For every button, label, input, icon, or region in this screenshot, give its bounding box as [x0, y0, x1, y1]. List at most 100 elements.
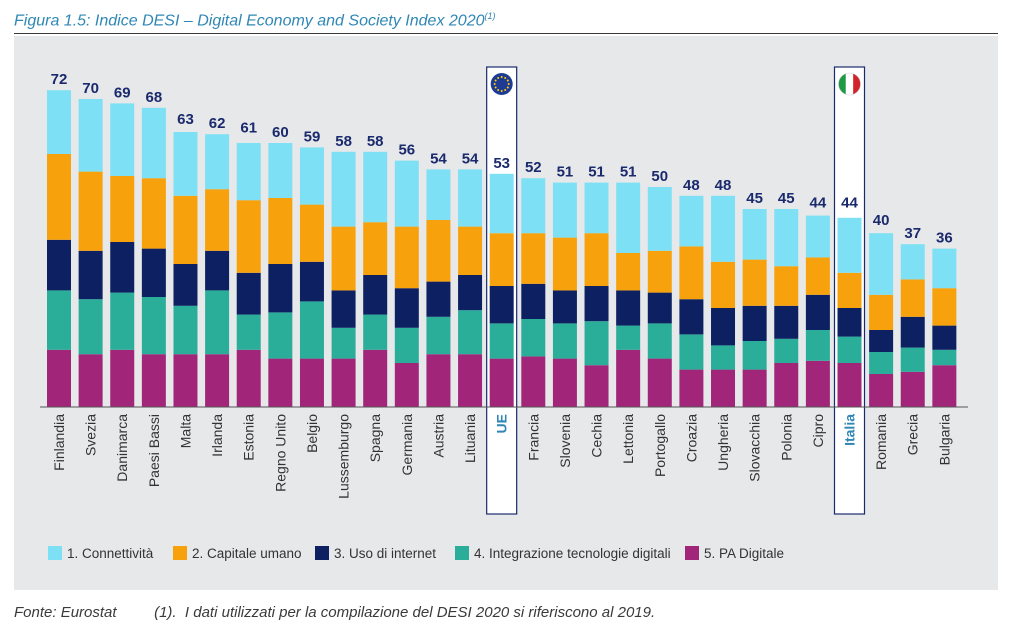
legend-label: 5. PA Digitale: [704, 546, 784, 561]
bar-segment-ue-2-capitale-umano: [489, 233, 514, 286]
eu-flag-star: [506, 79, 509, 82]
bar-segment-svezia-3-uso-di-internet: [78, 250, 103, 300]
bar-segment-italia-3-uso-di-internet: [837, 308, 862, 337]
category-label-regno-unito: Regno Unito: [272, 414, 288, 492]
bar-segment-ungheria-3-uso-di-internet: [711, 308, 736, 346]
bar-segment-slovacchia-5-pa-digitale: [742, 369, 767, 407]
bar-segment-estonia-5-pa-digitale: [236, 349, 261, 407]
category-label-austria: Austria: [430, 414, 446, 458]
bar-segment-lituania-4-integrazione-tecnologie-digitali: [458, 310, 483, 355]
category-label-slovenia: Slovenia: [557, 414, 573, 468]
bar-segment-francia-5-pa-digitale: [521, 356, 546, 407]
bar-segment-finlandia-1-connettivit: [47, 90, 71, 154]
bar-segment-lettonia-1-connettivit: [616, 182, 641, 253]
title-rule: [14, 33, 998, 34]
bar-segment-paesi-bassi-1-connettivit: [141, 107, 166, 179]
bar-segment-regno-unito-2-capitale-umano: [268, 198, 293, 264]
bar-segment-svezia-4-integrazione-tecnologie-digitali: [78, 299, 103, 355]
total-label-lussemburgo: 58: [335, 133, 352, 150]
bar-segment-bulgaria-2-capitale-umano: [932, 288, 957, 326]
bar-segment-svezia-2-capitale-umano: [78, 171, 103, 251]
bar-segment-germania-3-uso-di-internet: [394, 288, 419, 328]
bar-segment-austria-5-pa-digitale: [426, 354, 451, 407]
bar-segment-grecia-1-connettivit: [900, 244, 925, 280]
bar-segment-slovenia-5-pa-digitale: [552, 358, 577, 407]
eu-flag-star: [494, 86, 497, 89]
bar-segment-ungheria-4-integrazione-tecnologie-digitali: [711, 345, 736, 370]
total-label-lettonia: 51: [620, 164, 637, 181]
bar-segment-belgio-1-connettivit: [299, 147, 324, 205]
eu-flag-star: [500, 76, 503, 78]
category-label-grecia: Grecia: [905, 414, 921, 455]
bar-segment-ue-4-integrazione-tecnologie-digitali: [489, 323, 514, 359]
bar-segment-croazia-5-pa-digitale: [679, 369, 704, 407]
total-label-italia: 44: [841, 194, 858, 211]
bar-segment-germania-2-capitale-umano: [394, 226, 419, 289]
bar-segment-slovenia-3-uso-di-internet: [552, 290, 577, 324]
total-label-ungheria: 48: [715, 177, 732, 194]
bar-segment-spagna-4-integrazione-tecnologie-digitali: [363, 314, 388, 350]
bar-segment-slovacchia-1-connettivit: [742, 209, 767, 260]
total-label-croazia: 48: [683, 177, 700, 194]
bar-segment-cipro-2-capitale-umano: [805, 257, 830, 295]
bar-segment-italia-1-connettivit: [837, 217, 862, 273]
figure-title: Figura 1.5: Indice DESI – Digital Econom…: [14, 11, 495, 30]
bar-segment-ue-1-connettivit: [489, 173, 514, 234]
bar-segment-danimarca-2-capitale-umano: [110, 176, 135, 242]
bar-segment-belgio-2-capitale-umano: [299, 204, 324, 262]
bar-segment-portogallo-2-capitale-umano: [647, 250, 672, 293]
bar-segment-belgio-3-uso-di-internet: [299, 261, 324, 302]
total-label-danimarca: 69: [114, 84, 131, 101]
category-label-lituania: Lituania: [462, 414, 478, 463]
bar-segment-lettonia-2-capitale-umano: [616, 253, 641, 291]
legend-swatch: [455, 546, 469, 560]
bar-segment-croazia-2-capitale-umano: [679, 246, 704, 300]
bar-segment-lussemburgo-4-integrazione-tecnologie-digitali: [331, 327, 356, 359]
category-label-germania: Germania: [399, 414, 415, 476]
category-label-lussemburgo: Lussemburgo: [336, 414, 352, 499]
eu-flag-icon: [490, 73, 513, 95]
bar-segment-lituania-3-uso-di-internet: [458, 275, 483, 311]
total-label-francia: 52: [525, 159, 542, 176]
italy-flag-green: [838, 73, 846, 95]
bar-segment-estonia-3-uso-di-internet: [236, 272, 261, 315]
source-label: Fonte: Eurostat: [14, 604, 117, 621]
category-label-francia: Francia: [525, 414, 541, 461]
category-label-lettonia: Lettonia: [620, 414, 636, 464]
bar-segment-lituania-2-capitale-umano: [458, 226, 483, 275]
bar-segment-croazia-4-integrazione-tecnologie-digitali: [679, 334, 704, 370]
bar-segment-ungheria-5-pa-digitale: [711, 369, 736, 407]
legend-swatch: [685, 546, 699, 560]
bar-segment-portogallo-3-uso-di-internet: [647, 292, 672, 324]
bar-segment-irlanda-5-pa-digitale: [205, 354, 230, 407]
bar-segment-austria-4-integrazione-tecnologie-digitali: [426, 316, 451, 355]
bar-segment-ue-3-uso-di-internet: [489, 286, 514, 324]
bar-segment-croazia-1-connettivit: [679, 195, 704, 247]
bar-segment-ue-5-pa-digitale: [489, 358, 514, 407]
bar-segment-polonia-4-integrazione-tecnologie-digitali: [774, 338, 799, 363]
bar-segment-regno-unito-3-uso-di-internet: [268, 264, 293, 313]
total-label-lituania: 54: [462, 150, 479, 167]
bar-segment-cipro-4-integrazione-tecnologie-digitali: [805, 330, 830, 361]
bar-segment-paesi-bassi-3-uso-di-internet: [141, 248, 166, 297]
bar-segment-irlanda-3-uso-di-internet: [205, 250, 230, 291]
total-label-polonia: 45: [778, 190, 795, 207]
bar-segment-lettonia-3-uso-di-internet: [616, 290, 641, 326]
bar-segment-danimarca-5-pa-digitale: [110, 349, 135, 407]
bar-segment-grecia-5-pa-digitale: [900, 371, 925, 407]
italy-flag-white: [845, 73, 854, 95]
bar-segment-francia-4-integrazione-tecnologie-digitali: [521, 319, 546, 357]
bar-segment-germania-5-pa-digitale: [394, 363, 419, 407]
bar-segment-slovacchia-2-capitale-umano: [742, 259, 767, 306]
total-label-belgio: 59: [304, 128, 321, 145]
legend-item-4-integrazione-tecnologie-digitali: 4. Integrazione tecnologie digitali: [455, 546, 671, 561]
legend-label: 4. Integrazione tecnologie digitali: [474, 546, 671, 561]
eu-flag-disc: [490, 73, 513, 95]
bar-segment-grecia-3-uso-di-internet: [900, 316, 925, 348]
source-note: (1). I dati utilizzati per la compilazio…: [154, 604, 656, 621]
total-label-ue: 53: [493, 155, 510, 172]
bar-segment-austria-1-connettivit: [426, 169, 451, 220]
bar-segment-danimarca-3-uso-di-internet: [110, 242, 135, 293]
bar-segment-germania-4-integrazione-tecnologie-digitali: [394, 327, 419, 363]
bar-segment-cechia-5-pa-digitale: [584, 365, 609, 407]
